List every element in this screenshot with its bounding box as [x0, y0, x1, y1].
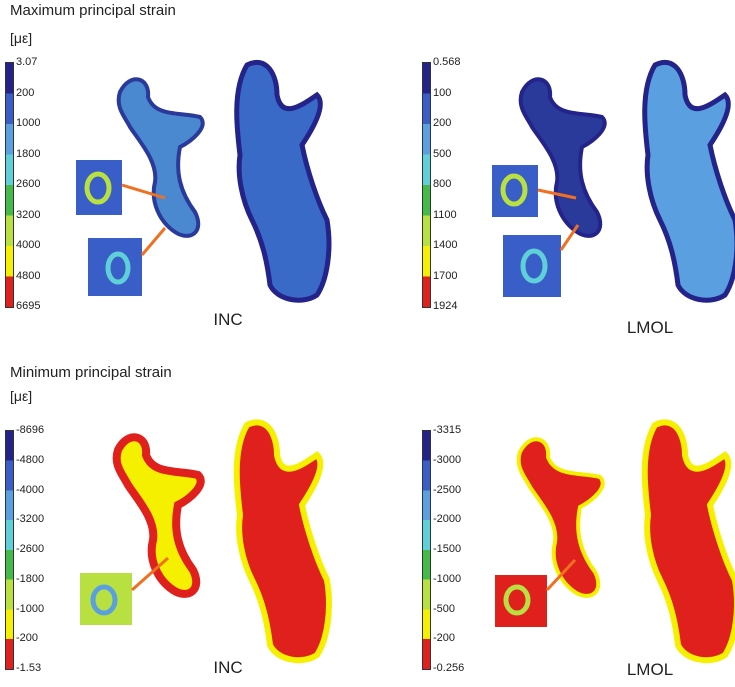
arrow: [142, 228, 165, 255]
scale-label: 1100: [433, 209, 457, 221]
scale-label: -2000: [433, 513, 461, 525]
section-title: Minimum principal strain: [10, 364, 172, 381]
scale-label: 1400: [433, 239, 457, 251]
unit-label: [με]: [10, 388, 32, 404]
scale-label: -200: [433, 632, 455, 644]
bone-model: [119, 79, 203, 236]
inset: [88, 238, 142, 296]
scale-label: 4000: [16, 239, 40, 251]
figure: Maximum principal strain [με] 3.07 200 1000 1…: [0, 0, 735, 687]
scale-label: -4800: [16, 454, 44, 466]
panel-label: LMOL: [627, 318, 673, 338]
panel-label: INC: [213, 310, 242, 330]
scale-label: -3200: [16, 513, 44, 525]
scale-label: 1700: [433, 270, 457, 282]
scale-label: -1000: [16, 603, 44, 615]
scale-label: 2600: [16, 178, 40, 190]
inset: [503, 235, 561, 297]
scale-label: -200: [16, 632, 38, 644]
scale-label: -0.256: [433, 662, 464, 674]
scale-label: -1500: [433, 543, 461, 555]
scale-label: -1000: [433, 573, 461, 585]
scale-label: 4800: [16, 270, 40, 282]
scale-label: -1800: [16, 573, 44, 585]
scale-label: 1000: [16, 117, 40, 129]
scale-label: 100: [433, 87, 451, 99]
bone-model: [117, 437, 201, 594]
inset: [495, 575, 547, 627]
scale-label: -2600: [16, 543, 44, 555]
bone-model: [645, 422, 735, 660]
scale-label: 200: [433, 117, 451, 129]
scale-label: -2500: [433, 484, 461, 496]
scale-label: 1924: [433, 300, 457, 312]
colorbar: [5, 430, 14, 670]
colorbar: [422, 430, 431, 670]
inset: [492, 165, 538, 217]
scale-label: 3200: [16, 209, 40, 221]
scale-label: -1.53: [16, 662, 41, 674]
bone-model: [237, 62, 329, 300]
scale-label: 1800: [16, 148, 40, 160]
renderings: [0, 0, 735, 687]
scale-label: 500: [433, 148, 451, 160]
bone-model: [237, 422, 329, 660]
section-title: Maximum principal strain: [10, 2, 176, 19]
unit-label: [με]: [10, 30, 32, 46]
scale-label: -3315: [433, 424, 461, 436]
min-inc-models: [80, 422, 329, 660]
colorbar: [422, 62, 431, 308]
scale-label: 800: [433, 178, 451, 190]
scale-label: -4000: [16, 484, 44, 496]
panel-label: INC: [213, 658, 242, 678]
arrow: [561, 225, 578, 250]
scale-label: 0.568: [433, 56, 461, 68]
bone-model: [519, 439, 603, 596]
scale-label: 3.07: [16, 56, 37, 68]
max-inc-models: [76, 62, 329, 300]
inset: [80, 573, 132, 625]
scale-label: 6695: [16, 300, 40, 312]
scale-label: -3000: [433, 454, 461, 466]
panel-label: LMOL: [627, 660, 673, 680]
colorbar: [5, 62, 14, 308]
max-lmol-models: [492, 62, 735, 300]
scale-label: 200: [16, 87, 34, 99]
scale-label: -500: [433, 603, 455, 615]
scale-label: -8696: [16, 424, 44, 436]
min-lmol-models: [495, 422, 735, 660]
bone-model: [645, 62, 735, 300]
inset: [76, 160, 122, 215]
